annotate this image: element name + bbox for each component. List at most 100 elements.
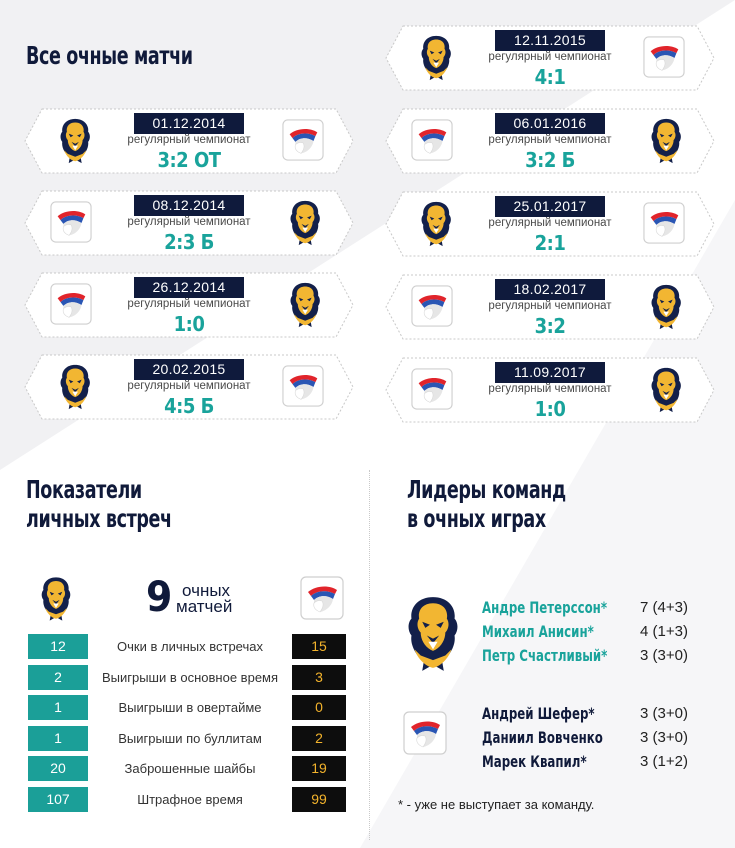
leader-name: Михаил Анисин* bbox=[482, 622, 594, 641]
stat-row: 107 Штрафное время 99 bbox=[28, 786, 346, 812]
match-date: 20.02.2015 bbox=[134, 359, 244, 380]
card-frame bbox=[24, 354, 354, 420]
leaders-title-line2: в очных играх bbox=[407, 504, 546, 533]
stat-label: Выигрыши по буллитам bbox=[118, 730, 262, 746]
matches-count: 9 bbox=[146, 572, 173, 621]
emblem-logo-icon bbox=[411, 368, 455, 412]
match-card: 11.09.2017 регулярный чемпионат 1:0 bbox=[385, 357, 715, 423]
matches-count-label-line1: очных bbox=[182, 581, 231, 600]
leader-points: 4 (1+3) bbox=[640, 623, 688, 640]
emblem-logo-icon bbox=[643, 36, 687, 80]
stats-title-line2: личных встреч bbox=[26, 504, 172, 533]
card-frame bbox=[24, 272, 354, 338]
match-stage: регулярный чемпионат bbox=[127, 298, 251, 310]
panther-logo-icon bbox=[647, 117, 691, 164]
panther-logo-icon bbox=[417, 34, 461, 81]
match-date: 26.12.2014 bbox=[134, 277, 244, 298]
emblem-logo-icon bbox=[50, 283, 94, 327]
panther-logo-icon bbox=[56, 363, 100, 410]
stat-value-panther: 20 bbox=[28, 756, 88, 781]
stat-value-emblem: 19 bbox=[292, 756, 346, 781]
match-card: 12.11.2015 регулярный чемпионат 4:1 bbox=[385, 25, 715, 91]
stat-value-panther: 107 bbox=[28, 786, 88, 812]
match-date: 12.11.2015 bbox=[495, 30, 605, 51]
card-frame bbox=[385, 357, 715, 423]
all-matches-title: Все очные матчи bbox=[26, 41, 193, 70]
card-frame bbox=[24, 190, 354, 256]
stat-row: 1 Выигрыши по буллитам 2 bbox=[28, 725, 346, 751]
stat-row: 12 Очки в личных встречах 15 bbox=[28, 634, 346, 659]
leader-name: Петр Счастливый* bbox=[482, 646, 608, 665]
match-date: 11.09.2017 bbox=[495, 362, 605, 383]
leaders-title-line1: Лидеры команд bbox=[407, 475, 566, 504]
card-frame bbox=[24, 108, 354, 174]
match-score: 2:1 bbox=[534, 231, 566, 255]
match-card: 25.01.2017 регулярный чемпионат 2:1 bbox=[385, 191, 715, 257]
stat-value-panther: 1 bbox=[28, 695, 88, 720]
card-frame bbox=[385, 191, 715, 257]
match-score: 4:1 bbox=[534, 65, 566, 89]
panther-logo-icon bbox=[56, 117, 100, 164]
match-score: 3:2 ОТ bbox=[157, 148, 221, 172]
stat-value-emblem: 2 bbox=[292, 725, 346, 751]
match-date: 18.02.2017 bbox=[495, 279, 605, 300]
leader-points: 3 (1+2) bbox=[640, 753, 688, 770]
stat-value-emblem: 99 bbox=[292, 786, 346, 812]
leader-points: 3 (3+0) bbox=[640, 729, 688, 746]
stat-value-emblem: 0 bbox=[292, 695, 346, 720]
emblem-logo-icon bbox=[282, 119, 326, 163]
match-date: 08.12.2014 bbox=[134, 195, 244, 216]
leader-points: 7 (4+3) bbox=[640, 599, 688, 616]
panther-logo-icon bbox=[417, 200, 461, 247]
match-card: 18.02.2017 регулярный чемпионат 3:2 bbox=[385, 274, 715, 340]
matches-count-label: очных матчей bbox=[176, 581, 232, 615]
match-stage: регулярный чемпионат bbox=[488, 134, 612, 146]
stat-row: 2 Выигрыши в основное время 3 bbox=[28, 664, 346, 690]
emblem-logo-icon bbox=[50, 201, 94, 245]
match-date: 25.01.2017 bbox=[495, 196, 605, 217]
match-date: 06.01.2016 bbox=[495, 113, 605, 134]
stat-value-emblem: 15 bbox=[292, 634, 346, 659]
match-card: 20.02.2015 регулярный чемпионат 4:5 Б bbox=[24, 354, 354, 420]
stat-label: Выигрыши в овертайме bbox=[118, 700, 262, 715]
match-score: 3:2 bbox=[534, 314, 566, 338]
match-score: 3:2 Б bbox=[525, 148, 575, 172]
panther-logo-icon bbox=[647, 366, 691, 413]
match-score: 1:0 bbox=[534, 397, 566, 421]
card-frame bbox=[385, 25, 715, 91]
stat-row: 20 Заброшенные шайбы 19 bbox=[28, 756, 346, 781]
panther-logo-icon bbox=[38, 575, 82, 621]
match-score: 4:5 Б bbox=[164, 394, 214, 418]
leader-name: Марек Квапил* bbox=[482, 752, 587, 771]
leader-points: 3 (3+0) bbox=[640, 705, 688, 722]
stat-value-emblem: 3 bbox=[292, 664, 346, 690]
section-divider bbox=[369, 470, 370, 840]
emblem-logo-icon bbox=[643, 202, 687, 246]
match-stage: регулярный чемпионат bbox=[488, 51, 612, 63]
match-stage: регулярный чемпионат bbox=[488, 217, 612, 229]
leader-name: Даниил Вовченко bbox=[482, 728, 603, 747]
stat-value-panther: 2 bbox=[28, 664, 88, 690]
panther-logo-icon bbox=[647, 283, 691, 330]
panther-logo-icon bbox=[402, 594, 464, 674]
match-card: 06.01.2016 регулярный чемпионат 3:2 Б bbox=[385, 108, 715, 174]
leader-name: Андрей Шефер* bbox=[482, 704, 595, 723]
match-score: 2:3 Б bbox=[164, 230, 214, 254]
match-stage: регулярный чемпионат bbox=[488, 300, 612, 312]
stats-title-line1: Показатели bbox=[26, 475, 142, 504]
stat-value-panther: 1 bbox=[28, 725, 88, 751]
match-stage: регулярный чемпионат bbox=[127, 134, 251, 146]
match-date: 01.12.2014 bbox=[134, 113, 244, 134]
card-frame bbox=[385, 274, 715, 340]
stat-label: Штрафное время bbox=[137, 791, 243, 807]
panther-logo-icon bbox=[286, 199, 330, 246]
match-stage: регулярный чемпионат bbox=[127, 380, 251, 392]
leader-points: 3 (3+0) bbox=[640, 647, 688, 664]
match-card: 26.12.2014 регулярный чемпионат 1:0 bbox=[24, 272, 354, 338]
panther-logo-icon bbox=[286, 281, 330, 328]
stat-label: Очки в личных встречах bbox=[117, 639, 263, 654]
footnote: * - уже не выступает за команду. bbox=[398, 797, 595, 812]
stat-row: 1 Выигрыши в овертайме 0 bbox=[28, 695, 346, 720]
stat-label: Заброшенные шайбы bbox=[124, 761, 256, 776]
card-frame bbox=[385, 108, 715, 174]
